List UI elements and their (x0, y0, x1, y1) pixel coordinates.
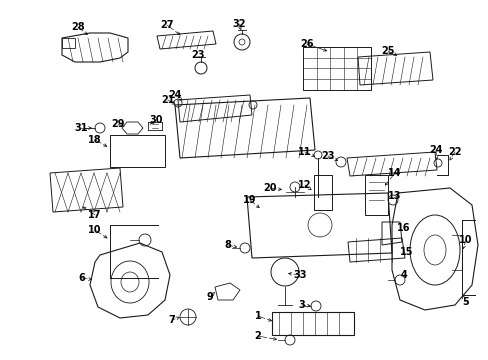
Text: 23: 23 (191, 50, 204, 60)
Text: 16: 16 (396, 223, 410, 233)
Text: 22: 22 (447, 147, 461, 157)
Text: 24: 24 (428, 145, 442, 155)
Text: 21: 21 (161, 95, 174, 105)
Text: 6: 6 (79, 273, 85, 283)
Text: 10: 10 (458, 235, 472, 245)
Text: 19: 19 (243, 195, 256, 205)
Text: 3: 3 (298, 300, 305, 310)
Text: 12: 12 (298, 180, 311, 190)
Text: 15: 15 (400, 247, 413, 257)
Text: 2: 2 (254, 331, 261, 341)
Text: 25: 25 (381, 46, 394, 56)
Bar (110, 135, 164, 167)
Text: 28: 28 (71, 22, 84, 32)
Text: 24: 24 (168, 90, 182, 100)
Text: 4: 4 (400, 270, 407, 280)
Text: 17: 17 (88, 210, 102, 220)
Text: 20: 20 (263, 183, 276, 193)
Text: 33: 33 (293, 270, 306, 280)
Text: 30: 30 (149, 115, 163, 125)
Text: 8: 8 (224, 240, 231, 250)
Text: 13: 13 (387, 191, 401, 201)
Text: 7: 7 (168, 315, 175, 325)
Bar (303, 47, 370, 90)
Text: 23: 23 (321, 151, 334, 161)
Text: 32: 32 (232, 19, 245, 29)
Text: 10: 10 (88, 225, 102, 235)
Bar (364, 175, 387, 215)
Text: 1: 1 (254, 311, 261, 321)
Text: 11: 11 (298, 147, 311, 157)
Text: 27: 27 (160, 20, 173, 30)
Bar (313, 175, 331, 210)
Text: 29: 29 (111, 119, 124, 129)
Text: 14: 14 (387, 168, 401, 178)
Text: 5: 5 (462, 297, 468, 307)
Text: 31: 31 (74, 123, 87, 133)
Text: 9: 9 (206, 292, 213, 302)
Text: 26: 26 (300, 39, 313, 49)
Text: 18: 18 (88, 135, 102, 145)
Bar (271, 312, 353, 335)
